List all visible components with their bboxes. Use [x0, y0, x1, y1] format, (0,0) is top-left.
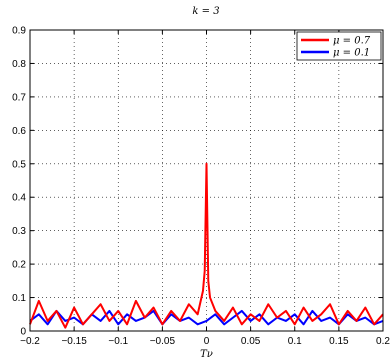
x-axis-label: Tν [200, 349, 213, 360]
y-tick-label: 0 [20, 327, 26, 338]
y-axis: 0 0.1 0.2 0.3 0.4 0.5 0.6 0.7 0.8 0.9 [12, 26, 383, 338]
legend-box [296, 31, 382, 61]
x-tick-label: 0.1 [288, 336, 302, 347]
x-tick-label: −0.2 [20, 336, 40, 347]
y-tick-label: 0.4 [12, 193, 26, 204]
x-tick-label: −0.05 [150, 336, 176, 347]
legend-label: μ = 0.7 [333, 36, 371, 47]
y-tick-label: 0.9 [12, 26, 26, 37]
y-tick-label: 0.5 [12, 159, 26, 170]
y-tick-label: 0.2 [12, 260, 26, 271]
x-axis: −0.2 −0.15 −0.1 −0.05 0 0.05 0.1 0.15 0.2 [20, 30, 390, 347]
legend-label: μ = 0.1 [333, 48, 370, 59]
x-tick-label: −0.1 [108, 336, 128, 347]
y-tick-label: 0.1 [12, 293, 26, 304]
y-tick-label: 0.7 [12, 92, 26, 103]
y-tick-label: 0.3 [12, 226, 26, 237]
series-layer [29, 162, 384, 329]
series-line [29, 162, 384, 329]
y-tick-label: 0.6 [12, 126, 26, 137]
x-tick-label: 0.2 [376, 336, 390, 347]
x-tick-label: 0 [204, 336, 210, 347]
y-tick-label: 0.8 [12, 59, 26, 70]
x-tick-label: −0.15 [61, 336, 87, 347]
x-tick-label: 0.15 [329, 336, 349, 347]
chart-title: k = 3 [192, 6, 219, 17]
x-tick-label: 0.05 [241, 336, 261, 347]
legend: μ = 0.7μ = 0.1 [296, 31, 382, 61]
